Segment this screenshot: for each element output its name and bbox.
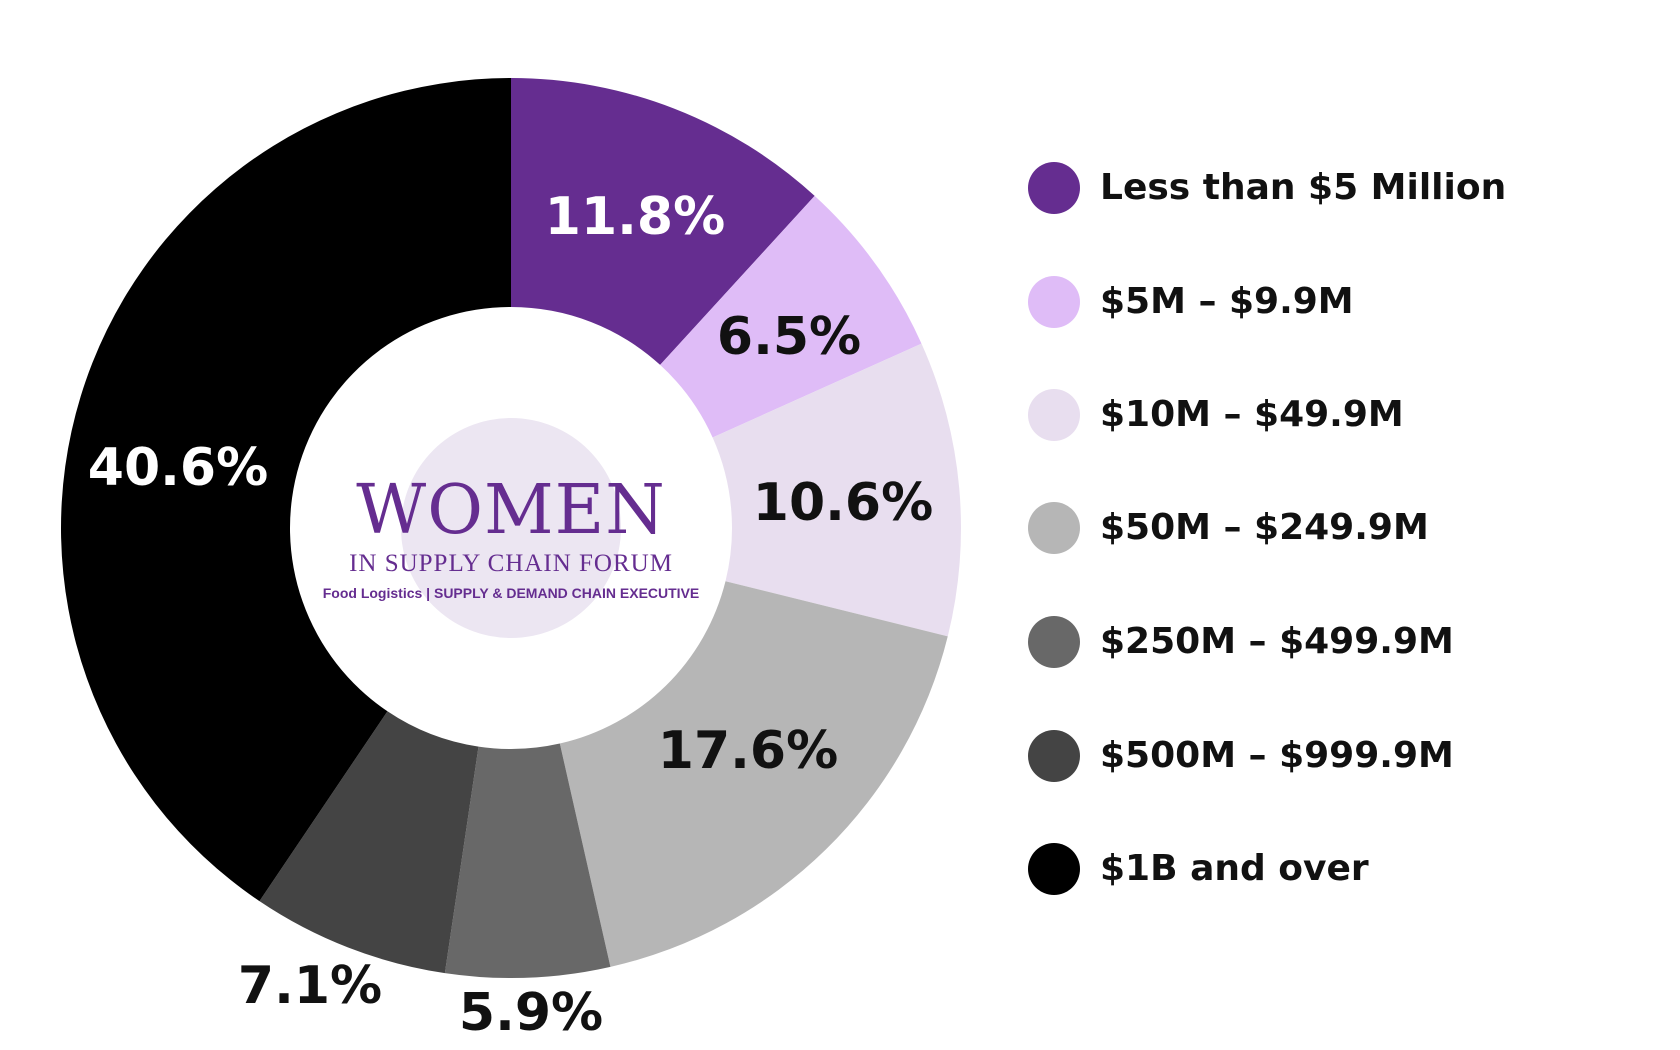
legend-item: $50M – $249.9M	[1028, 502, 1429, 554]
legend-item: $10M – $49.9M	[1028, 389, 1404, 441]
legend-label: $5M – $9.9M	[1100, 281, 1354, 322]
data-label-1: 11.8%	[545, 187, 725, 247]
legend-label: $50M – $249.9M	[1100, 507, 1429, 548]
donut-slice-2	[660, 195, 922, 438]
donut-slice-5	[444, 743, 611, 978]
legend-item: $5M – $9.9M	[1028, 276, 1354, 328]
donut-slice-4	[559, 581, 948, 967]
legend-swatch	[1028, 502, 1080, 554]
legend-label: Less than $5 Million	[1100, 167, 1507, 208]
legend-item: $1B and over	[1028, 843, 1369, 895]
donut-slice-3	[712, 343, 961, 637]
donut-slice-6	[259, 711, 479, 974]
legend-swatch	[1028, 616, 1080, 668]
legend-swatch	[1028, 162, 1080, 214]
logo-title: WOMEN	[356, 471, 666, 550]
legend-swatch	[1028, 276, 1080, 328]
legend-item: $500M – $999.9M	[1028, 730, 1454, 782]
women-in-supply-chain-forum-logo: WOMEN IN SUPPLY CHAIN FORUM Food Logisti…	[311, 418, 711, 638]
data-label-4: 17.6%	[658, 721, 838, 781]
data-label-6: 7.1%	[238, 956, 382, 1016]
legend-swatch	[1028, 389, 1080, 441]
legend-label: $1B and over	[1100, 848, 1369, 889]
legend-item: Less than $5 Million	[1028, 162, 1506, 214]
legend-label: $250M – $499.9M	[1100, 621, 1454, 662]
legend-swatch	[1028, 843, 1080, 895]
logo-partners: Food Logistics | SUPPLY & DEMAND CHAIN E…	[322, 585, 700, 601]
legend-label: $500M – $999.9M	[1100, 735, 1454, 776]
legend-item: $250M – $499.9M	[1028, 616, 1454, 668]
data-label-7: 40.6%	[88, 438, 268, 498]
donut-slice-7	[60, 78, 512, 902]
logo-emblem	[401, 418, 621, 638]
donut-slice-1	[511, 78, 815, 365]
legend-label: $10M – $49.9M	[1100, 394, 1404, 435]
legend-swatch	[1028, 730, 1080, 782]
data-label-2: 6.5%	[717, 307, 861, 367]
data-label-3: 10.6%	[753, 473, 933, 533]
logo-subtitle: IN SUPPLY CHAIN FORUM	[349, 550, 673, 577]
data-label-5: 5.9%	[459, 983, 603, 1043]
